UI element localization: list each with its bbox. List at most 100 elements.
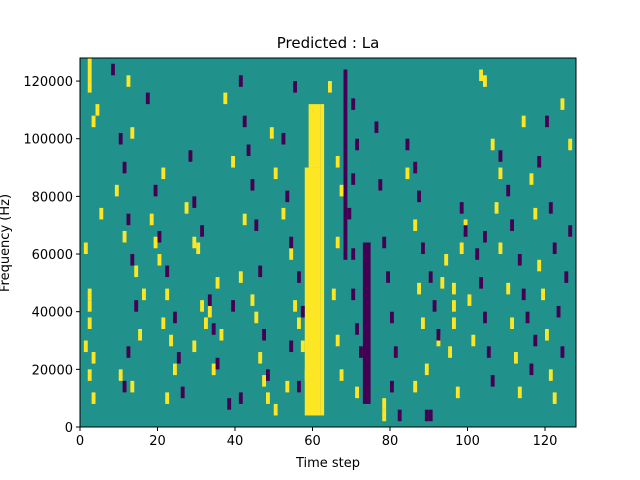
heatmap-cell-high [114, 184, 119, 197]
heatmap-cell-low [568, 225, 573, 237]
heatmap-cell-low [126, 346, 131, 358]
heatmap-cell-low [393, 346, 398, 358]
heatmap-cell-low [483, 230, 487, 243]
heatmap-cell-high [548, 369, 553, 381]
y-axis: 0 20000 40000 60000 80000 100000 120000 [23, 75, 80, 436]
heatmap-cell-low [556, 305, 561, 318]
heatmap-cell-low [560, 346, 565, 358]
heatmap-cell-high [87, 369, 92, 381]
heatmap-cell-high [494, 202, 499, 214]
heatmap-cell-high [560, 98, 565, 110]
heatmap-cell-high [483, 75, 487, 87]
heatmap-cell-low [180, 386, 185, 399]
heatmap-cell-high [130, 127, 135, 139]
heatmap-cell-low [432, 300, 437, 312]
heatmap-cell-low [386, 271, 390, 283]
heatmap-cell-low [227, 398, 232, 410]
heatmap-cell-high [134, 265, 139, 278]
heatmap-cell-high [541, 288, 545, 301]
heatmap-cell-low [122, 380, 127, 393]
heatmap-cell-low [122, 161, 127, 174]
heatmap-cell-low [289, 340, 294, 353]
heatmap-cell-high [211, 363, 216, 376]
heatmap-cell-low [238, 392, 243, 404]
heatmap-cell-low [506, 184, 511, 197]
heatmap-cell-low [510, 219, 514, 231]
heatmap-cell-low [355, 138, 359, 151]
heatmap-cell-high [467, 294, 472, 306]
heatmap-cell-high [517, 386, 522, 399]
heatmap-cell-high [157, 254, 162, 266]
heatmap-cell-high [382, 398, 387, 410]
heatmap-cell-low [428, 271, 433, 283]
heatmap-cell-low [130, 254, 135, 266]
heatmap-cell-high [529, 173, 534, 185]
heatmap-cell-high [545, 328, 549, 341]
heatmap-cell-low [397, 409, 402, 422]
y-tick-label: 80000 [32, 190, 73, 205]
heatmap-cell-high [510, 317, 514, 329]
heatmap-cell-high [91, 115, 96, 128]
heatmap-cell-high [153, 236, 158, 249]
heatmap-cell-high [452, 300, 456, 312]
heatmap-cell-high [424, 363, 429, 376]
heatmap-cell-low [463, 225, 468, 237]
heatmap-cell-low [293, 81, 297, 93]
heatmap-cell-high [87, 58, 92, 70]
heatmap-cell-high [448, 346, 452, 358]
heatmap-cell-high [262, 375, 266, 387]
chart-title: Predicted : La [277, 34, 380, 52]
heatmap-cell-high [405, 167, 410, 180]
heatmap-cell-high [413, 380, 418, 393]
heatmap-cell-low [405, 138, 410, 151]
heatmap-cell-low [351, 248, 356, 260]
heatmap-cell-low [351, 288, 356, 301]
heatmap-cell-low [475, 248, 480, 260]
heatmap-cell-low [459, 202, 464, 214]
heatmap-cell-low [351, 98, 356, 110]
heatmap-cell-high [537, 259, 542, 272]
y-tick-label: 120000 [23, 75, 73, 90]
y-axis-label: Frequency (Hz) [0, 194, 13, 292]
heatmap-cell-high [91, 392, 96, 404]
heatmap-cell-low [417, 190, 421, 203]
heatmap-cell-low [436, 328, 441, 341]
heatmap-cell-high [440, 277, 445, 289]
x-tick-label: 100 [455, 434, 480, 449]
heatmap-cell-high [149, 213, 154, 226]
heatmap-cell-high [521, 115, 526, 128]
heatmap-cell-high [479, 69, 483, 82]
heatmap-cell-low [428, 409, 433, 422]
heatmap-cell-low [347, 207, 352, 220]
heatmap-cell-high [281, 207, 286, 220]
x-tick-label: 20 [149, 434, 166, 449]
heatmap-cell-high [331, 288, 336, 301]
heatmap-cell-low [351, 173, 356, 185]
y-tick-label: 0 [65, 421, 73, 436]
heatmap-cell-high [242, 213, 247, 226]
heatmap-cell-low [521, 288, 526, 301]
heatmap-cell-high [455, 386, 460, 399]
heatmap-cell-high [91, 352, 96, 364]
heatmap-cell-high [421, 317, 425, 329]
heatmap-cell-low [134, 300, 139, 312]
heatmap-cell-high [165, 288, 170, 301]
heatmap-cell-high [459, 242, 464, 255]
heatmap-cell-high [126, 75, 131, 87]
heatmap-cell-high [196, 242, 201, 255]
heatmap-cell-high [87, 69, 92, 82]
heatmap-cell-high [87, 288, 92, 301]
heatmap-cell-high [254, 311, 259, 324]
heatmap-cell-high [184, 202, 189, 214]
heatmap-cell-high [506, 282, 511, 295]
heatmap-cell-low [242, 115, 247, 128]
heatmap-cell-high [87, 317, 92, 329]
heatmap-cell-low [421, 242, 425, 255]
heatmap-cell-high [297, 317, 301, 329]
heatmap-cell-high [452, 317, 456, 329]
heatmap-cell-high [238, 271, 243, 283]
heatmap-cell-low [545, 115, 549, 128]
heatmap-cell-low [374, 121, 379, 133]
heatmap-cell-high [99, 207, 104, 220]
